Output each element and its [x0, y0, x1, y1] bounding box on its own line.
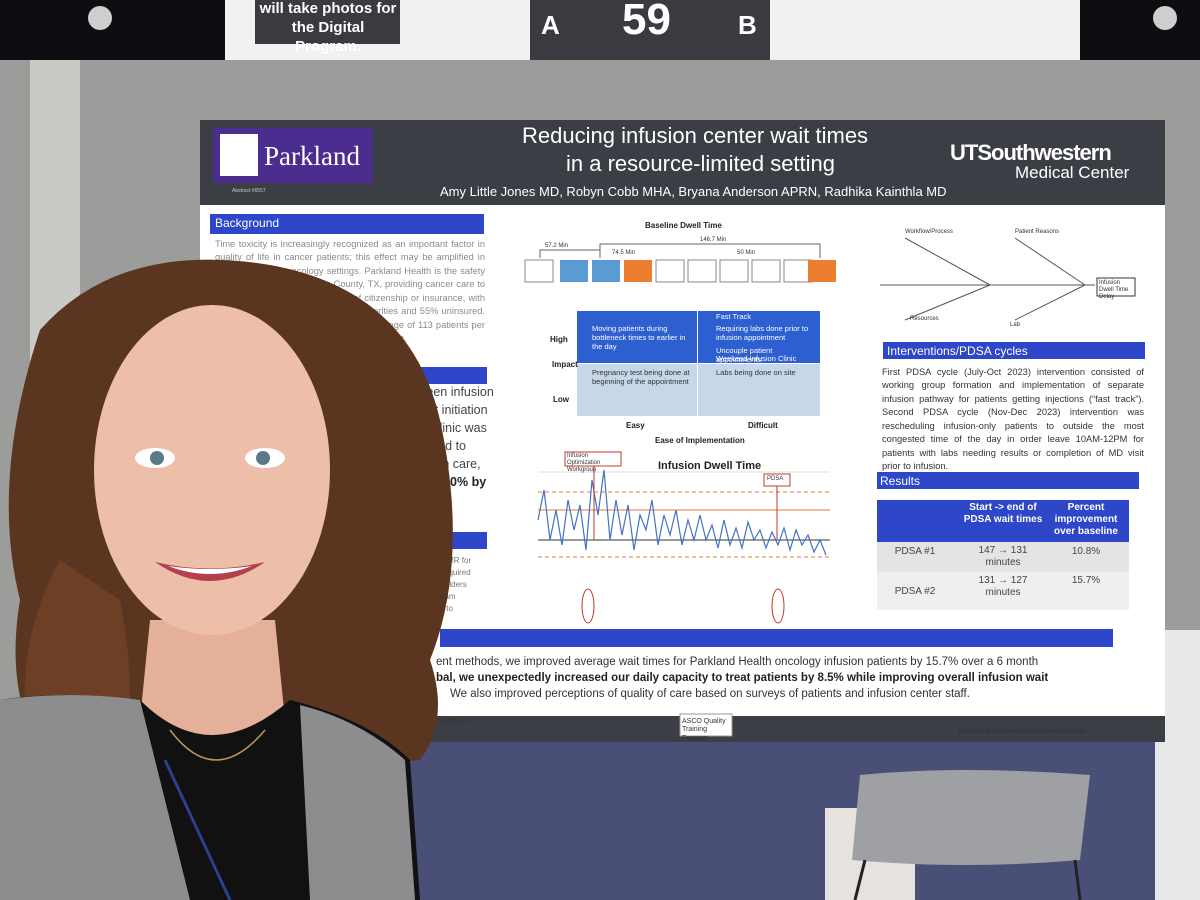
logo-icon	[220, 134, 258, 176]
conclusion-text: We also improved perceptions of quality …	[450, 688, 970, 700]
column-header: Percent improvement over baseline	[1054, 502, 1118, 537]
axis-label: Difficult	[748, 421, 778, 430]
table-row	[877, 542, 1129, 572]
section-heading: Results	[880, 474, 921, 488]
footer-text: ASCO Quality Training Program	[682, 718, 726, 742]
cell: PDSA #2	[894, 586, 936, 597]
conclusion-bar	[440, 629, 1113, 647]
heading-bar	[877, 472, 1139, 489]
baseline-flow	[524, 243, 836, 283]
section-heading: Interventions/PDSA cycles	[887, 344, 1028, 358]
axis-label: Easy	[626, 421, 645, 430]
text-fragment: ime by 20% by	[400, 475, 487, 489]
axis-label: Ease of Implementation	[655, 436, 745, 445]
poster-title: in a resource-limited setting	[566, 151, 836, 176]
text-fragment: between infusion	[400, 385, 494, 399]
span-label: 50 Min	[737, 250, 756, 256]
matrix-item: Moving patients during bottleneck times …	[592, 324, 686, 351]
span-label: 57.2 Min	[545, 243, 569, 249]
dwell-chart	[537, 451, 830, 624]
light	[1153, 6, 1177, 30]
chart-title: Infusion Dwell Time	[658, 460, 762, 472]
cell: PDSA #1	[894, 546, 936, 557]
text-fragment: atment initiation	[400, 403, 488, 417]
footer-text: hos Foundation	[420, 718, 469, 725]
span-label: 74.5 Min	[612, 250, 636, 256]
fishbone	[880, 237, 1136, 321]
matrix-item: Weekend Infusion Clinic	[716, 354, 797, 363]
cell: 15.7%	[1071, 575, 1101, 586]
cell: 10.8%	[1071, 546, 1101, 557]
fishbone-label: Patient Reasons	[1015, 229, 1060, 235]
chair	[825, 770, 1090, 900]
text-fragment: eloped to	[420, 604, 453, 613]
footer-text: Contact: amy.jones@utsouthwestern.edu	[958, 728, 1086, 735]
cell: 131 → 127 minutes	[978, 575, 1028, 598]
cell: 147 → 131 minutes	[978, 545, 1028, 568]
heading-bar	[350, 367, 487, 384]
heading-bar	[883, 342, 1145, 359]
fishbone-label: Infusion Dwell Time Delay	[1099, 280, 1129, 301]
sign-letter: A	[541, 10, 560, 40]
column-header: Start -> end of PDSA wait times	[963, 502, 1043, 525]
table-header	[877, 500, 1129, 542]
heading-bar	[210, 214, 484, 234]
logo-text: Parkland	[264, 141, 360, 171]
axis-label: High	[550, 335, 568, 344]
conclusion-text: bal, we unexpectedly increased our daily…	[436, 672, 1049, 684]
authors: Amy Little Jones MD, Robyn Cobb MHA, Bry…	[440, 184, 947, 199]
text-fragment: which led to	[400, 439, 467, 453]
sign-number: 59	[622, 0, 671, 44]
matrix-item: Labs being done on site	[716, 368, 796, 377]
matrix-item: Uncouple patient appointments	[716, 346, 773, 364]
section-text: First PDSA cycle (July-Oct 2023) interve…	[882, 367, 1144, 472]
logo-text: Medical Center	[1015, 163, 1130, 182]
fishbone-label: Workflow/Process	[905, 229, 953, 235]
fishbone-label: Resources	[910, 316, 939, 322]
board-edge	[30, 60, 80, 700]
asco-logo	[679, 713, 733, 737]
matrix-item: Pregnancy test being done at beginning o…	[592, 368, 690, 386]
light	[88, 6, 112, 30]
text-fragment: steps required	[420, 568, 471, 577]
priority-matrix	[577, 311, 820, 416]
conclusion-text: ent methods, we improved average wait ti…	[436, 656, 1039, 668]
axis-label: Impact	[552, 360, 578, 369]
text-fragment: Stakeholders	[420, 580, 467, 589]
text-fragment: ps on EMR for	[420, 556, 472, 565]
annotation: Infusion Optimization Workgroup	[567, 453, 601, 474]
poster-title: Reducing infusion center wait times	[522, 123, 869, 148]
sign-caption-box	[255, 0, 400, 44]
diagram-title: Baseline Dwell Time	[645, 221, 722, 230]
logo-text: UTSouthwestern	[950, 140, 1112, 165]
span-label: 146.7 Min	[700, 237, 727, 243]
table-row	[877, 572, 1129, 610]
annotation: PDSA	[767, 476, 784, 482]
section-heading: Background	[215, 216, 280, 230]
heading-bar	[350, 532, 487, 549]
text-fragment: a diagram	[420, 592, 456, 601]
matrix-item: Requiring labs done prior to infusion ap…	[716, 324, 809, 342]
abstract-id: Abstract #6557	[232, 188, 266, 194]
text-fragment: usion clinic was	[400, 421, 487, 435]
text-fragment: delays in care,	[400, 457, 481, 471]
matrix-item: Fast Track	[716, 312, 752, 321]
sign-letter: B	[738, 10, 757, 40]
axis-label: Low	[553, 395, 569, 404]
fishbone-label: Lab	[1010, 322, 1021, 328]
sign-number-box	[530, 0, 770, 63]
section-text: Time toxicity is increasingly recognized…	[215, 239, 485, 344]
sign-caption: will take photos for the Digital Program…	[259, 0, 397, 55]
